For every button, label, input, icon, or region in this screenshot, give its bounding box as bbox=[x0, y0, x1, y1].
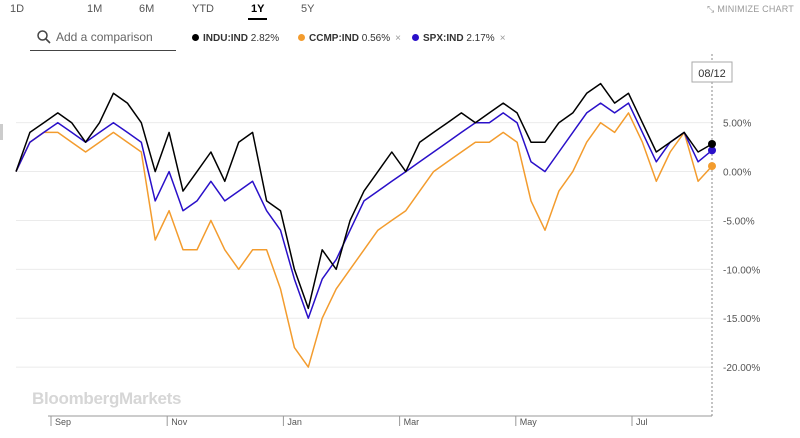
series-line-ccmp bbox=[15, 112, 713, 368]
watermark: BloombergMarkets bbox=[32, 389, 182, 408]
x-tick-label: Sep bbox=[55, 417, 71, 427]
comparison-input[interactable] bbox=[54, 29, 178, 45]
range-tab-ytd[interactable]: YTD bbox=[192, 3, 214, 15]
minimize-chart-button[interactable]: ⤡ MINIMIZE CHART bbox=[707, 4, 794, 15]
x-tick-label: Jan bbox=[287, 417, 302, 427]
x-tick-label: Jul bbox=[636, 417, 648, 427]
legend-change-indu: 2.82% bbox=[250, 33, 280, 44]
x-tick-label: May bbox=[520, 417, 538, 427]
range-selector: 1D 1M 6M YTD 1Y 5Y ⤡ MINIMIZE CHART bbox=[0, 0, 800, 22]
legend-symbol-indu: INDU:IND bbox=[203, 33, 248, 44]
minimize-icon: ⤡ bbox=[706, 4, 715, 14]
remove-ccmp-button[interactable]: × bbox=[395, 33, 401, 44]
comparison-bar: INDU:IND 2.82% CCMP:IND 0.56% × SPX:IND 2… bbox=[0, 22, 800, 54]
y-tick-label: -20.00% bbox=[723, 363, 760, 374]
range-tab-5y[interactable]: 5Y bbox=[301, 3, 315, 15]
comparison-search bbox=[30, 26, 178, 51]
series-line-indu bbox=[15, 82, 713, 310]
legend-dot-indu bbox=[192, 34, 199, 41]
remove-spx-button[interactable]: × bbox=[499, 33, 506, 44]
legend-item-spx: SPX:IND 2.17% × bbox=[412, 33, 506, 44]
y-tick-label: -5.00% bbox=[723, 216, 755, 227]
legend-change-spx: 2.17% bbox=[466, 33, 495, 44]
minimize-label: MINIMIZE CHART bbox=[717, 4, 794, 14]
legend-dot-spx bbox=[412, 34, 419, 41]
left-edge-marker bbox=[0, 124, 3, 140]
crosshair-date-label: 08/12 bbox=[698, 68, 726, 80]
x-tick-label: Nov bbox=[171, 417, 188, 427]
search-icon bbox=[37, 30, 51, 44]
legend-dot-ccmp bbox=[298, 34, 305, 41]
legend-item-ccmp: CCMP:IND 0.56% × bbox=[298, 33, 401, 44]
series-endpoint-spx bbox=[708, 146, 716, 155]
x-tick-label: Mar bbox=[404, 417, 420, 427]
y-tick-label: 5.00% bbox=[723, 119, 751, 130]
series-endpoint-ccmp bbox=[708, 162, 716, 171]
y-tick-label: -10.00% bbox=[723, 265, 760, 276]
legend-item-indu: INDU:IND 2.82% bbox=[192, 33, 279, 44]
legend-change-ccmp: 0.56% bbox=[361, 33, 391, 44]
line-chart[interactable]: 5.00% 0.00% -5.00% -10.00% -15.00% -20.00% Sep… bbox=[0, 54, 800, 438]
legend-symbol-spx: SPX:IND bbox=[423, 33, 464, 44]
series-endpoint-indu bbox=[708, 139, 716, 148]
series-line-spx bbox=[15, 102, 713, 319]
y-tick-label: -15.00% bbox=[723, 314, 760, 325]
range-tab-6m[interactable]: 6M bbox=[139, 3, 155, 15]
y-tick-label: 0.00% bbox=[723, 168, 751, 179]
range-tab-1d[interactable]: 1D bbox=[10, 3, 25, 15]
range-tab-1y[interactable]: 1Y bbox=[247, 3, 269, 20]
range-tab-1m[interactable]: 1M bbox=[87, 3, 103, 15]
chart-area[interactable]: 5.00% 0.00% -5.00% -10.00% -15.00% -20.00% Sep… bbox=[0, 54, 800, 438]
crosshair-label-box bbox=[691, 61, 733, 83]
legend-symbol-ccmp: CCMP:IND bbox=[309, 33, 359, 44]
